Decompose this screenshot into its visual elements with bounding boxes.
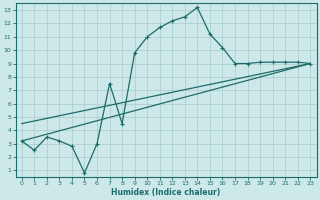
X-axis label: Humidex (Indice chaleur): Humidex (Indice chaleur) — [111, 188, 221, 197]
